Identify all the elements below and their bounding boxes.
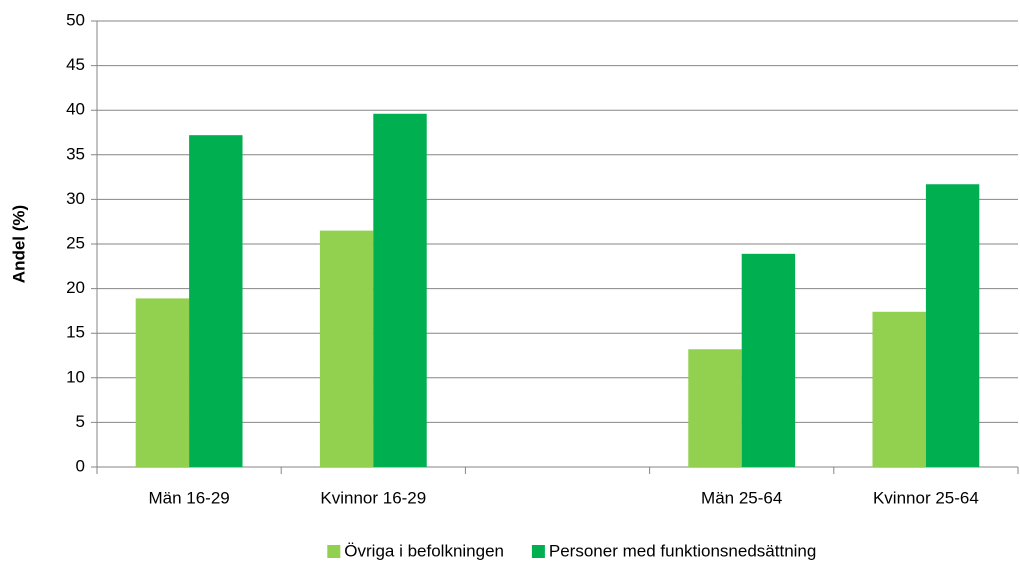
bar xyxy=(373,113,427,467)
bar xyxy=(688,349,742,467)
legend-swatch xyxy=(531,545,545,558)
x-tick-label: Kvinnor 16-29 xyxy=(320,488,426,507)
x-tick-label: Män 16-29 xyxy=(148,488,229,507)
bar xyxy=(925,184,980,467)
legend-label: Personer med funktionsnedsättning xyxy=(549,541,816,560)
y-tick-label: 20 xyxy=(66,278,85,297)
y-tick-label: 45 xyxy=(66,55,85,74)
bar xyxy=(319,230,374,467)
y-tick-label: 15 xyxy=(66,323,85,342)
legend-swatch xyxy=(327,545,341,558)
y-tick-label: 5 xyxy=(76,412,85,431)
legend-label: Övriga i befolkningen xyxy=(344,541,504,560)
bar xyxy=(741,253,796,467)
bar xyxy=(872,311,926,467)
y-tick-label: 40 xyxy=(66,100,85,119)
y-tick-label: 50 xyxy=(66,10,85,29)
bar xyxy=(135,298,190,467)
y-tick-label: 30 xyxy=(66,189,85,208)
x-tick-label: Män 25-64 xyxy=(701,488,782,507)
bar xyxy=(189,135,243,467)
y-tick-label: 0 xyxy=(76,456,85,475)
y-tick-label: 35 xyxy=(66,144,85,163)
y-tick-label: 25 xyxy=(66,233,85,252)
x-tick-label: Kvinnor 25-64 xyxy=(873,488,979,507)
y-axis-label: Andel (%) xyxy=(9,205,28,283)
y-tick-label: 10 xyxy=(66,367,85,386)
